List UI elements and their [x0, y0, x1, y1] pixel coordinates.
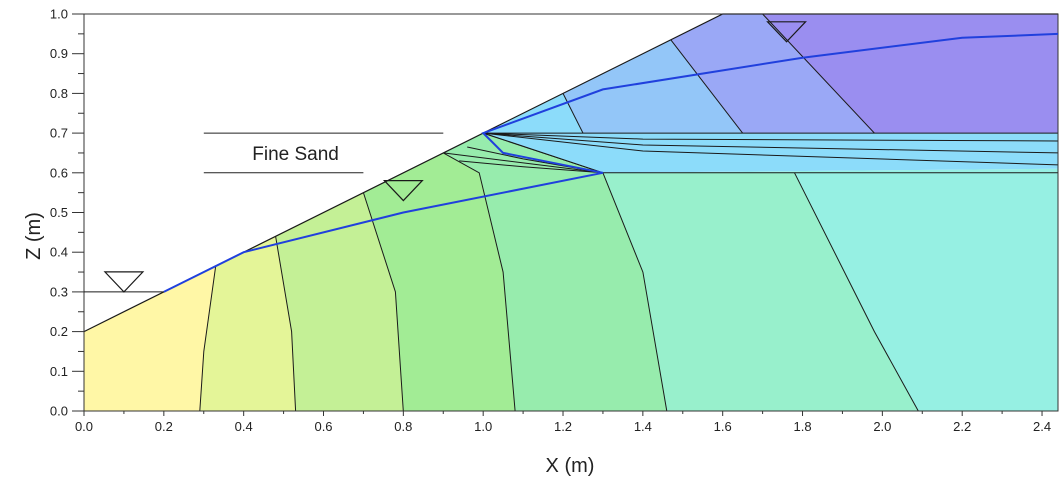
- x-tick-label-7: 1.4: [634, 419, 652, 434]
- layer-boundary-toe: [443, 152, 603, 174]
- water-level-marker-1: [382, 179, 424, 202]
- contour-region-sky-7: [483, 133, 1058, 173]
- annotations: [103, 21, 807, 293]
- contour-line-2: [362, 192, 404, 412]
- contour-region-yellow-0: [84, 266, 216, 411]
- contour-region-blue-10: [670, 14, 875, 134]
- water-level-marker-0: [103, 271, 145, 293]
- contour-region-sky-8: [483, 93, 1058, 134]
- contour-region-yellow_green-1: [199, 236, 296, 411]
- y-tick-label-2: 0.2: [50, 324, 68, 339]
- contour-region-green-3: [363, 152, 516, 411]
- x-tick-label-5: 1.0: [474, 419, 492, 434]
- y-tick-label-6: 0.6: [50, 165, 68, 180]
- contour-region-light_green-2: [275, 192, 404, 411]
- y-axis-title: Z (m): [23, 212, 45, 260]
- contour-fill-regions: [84, 14, 1058, 411]
- x-tick-label-11: 2.2: [953, 419, 971, 434]
- y-tick-label-3: 0.3: [50, 284, 68, 299]
- contour-line-0: [199, 266, 217, 412]
- x-tick-label-12: 2.4: [1033, 419, 1051, 434]
- contour-line-15: [762, 13, 875, 134]
- contour-line-10: [483, 132, 604, 174]
- y-tick-label-9: 0.9: [50, 46, 68, 61]
- contour-region-violet-11: [762, 14, 1058, 134]
- y-tick-label-4: 0.4: [50, 245, 68, 260]
- contour-line-8: [483, 132, 1059, 154]
- y-tick-label-1: 0.1: [50, 364, 68, 379]
- x-tick-label-10: 2.0: [873, 419, 891, 434]
- water-table-line: [163, 32, 1059, 293]
- fine-sand-label: Fine Sand: [252, 144, 339, 165]
- x-tick-label-6: 1.2: [554, 419, 572, 434]
- axes: 0.0 0.2 0.4 0.6 0.8 1.0 1.2 1.4 1.6 1.8 2.0 2.2 2.4 0…: [50, 7, 1051, 435]
- y-tick-label-10: 1.0: [50, 7, 68, 22]
- x-tick-label-8: 1.6: [714, 419, 732, 434]
- contour-region-aqua_green-5: [602, 172, 919, 411]
- contour-line-13: [562, 93, 584, 134]
- x-tick-label-2: 0.4: [235, 419, 253, 434]
- contour-line-14: [670, 39, 743, 134]
- water-level-marker-2: [766, 21, 807, 43]
- y-tick-label-7: 0.7: [50, 126, 68, 141]
- contour-line-5: [794, 172, 919, 412]
- x-tick-label-0: 0.0: [75, 419, 93, 434]
- y-tick-label-5: 0.5: [50, 205, 68, 220]
- x-tick-label-3: 0.6: [314, 419, 332, 434]
- x-axis-title: X (m): [546, 455, 595, 477]
- contour-line-4: [602, 172, 668, 412]
- contour-line-3: [443, 152, 516, 412]
- contour-line-1: [275, 236, 297, 412]
- contour-region-light_blue-9: [563, 39, 743, 134]
- contour-line-11: [459, 160, 603, 174]
- x-tick-label-9: 1.8: [793, 419, 811, 434]
- x-tick-label-1: 0.2: [155, 419, 173, 434]
- contour-line-7: [483, 132, 1059, 142]
- x-tick-label-4: 0.8: [394, 419, 412, 434]
- model-geometry: [83, 13, 1059, 412]
- contour-lines: [199, 13, 1059, 412]
- contour-line-9: [483, 132, 1059, 166]
- contour-region-aqua-6: [602, 168, 1058, 411]
- contour-region-mint-4: [443, 133, 667, 411]
- y-tick-label-8: 0.8: [50, 86, 68, 101]
- y-tick-label-0: 0.0: [50, 404, 68, 419]
